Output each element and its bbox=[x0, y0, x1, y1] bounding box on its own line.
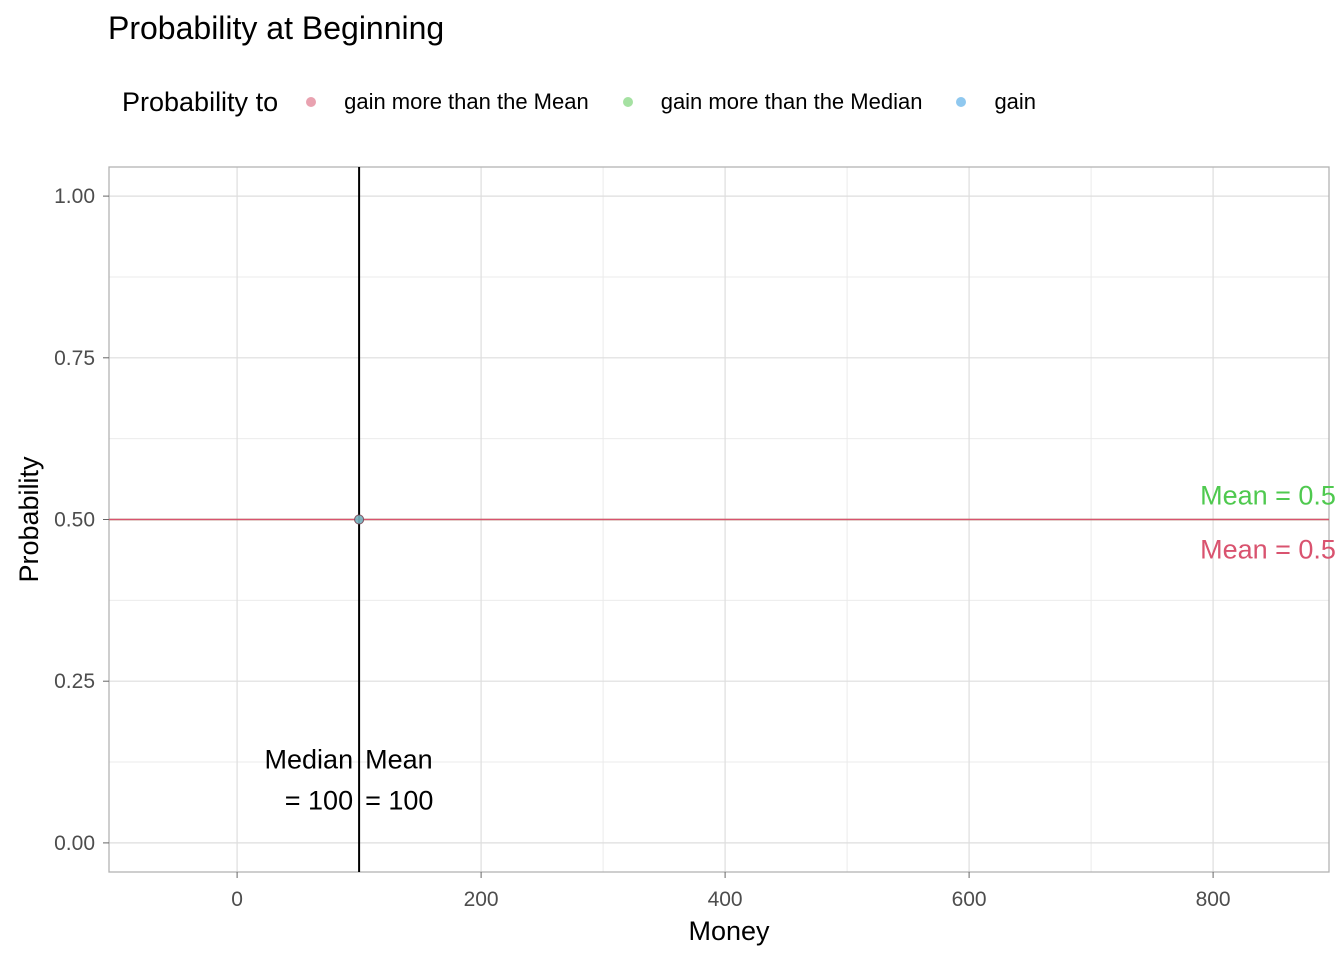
x-tick-label: 800 bbox=[1196, 888, 1231, 911]
legend-swatch-median bbox=[622, 97, 633, 107]
x-tick-label: 200 bbox=[464, 888, 499, 911]
data-point bbox=[354, 514, 365, 525]
legend-item-median: gain more than the Median bbox=[622, 89, 923, 115]
x-tick-label: 0 bbox=[231, 888, 243, 911]
legend-label-median: gain more than the Median bbox=[660, 89, 923, 114]
legend-swatch-gain bbox=[956, 97, 967, 107]
legend-swatch-mean bbox=[306, 97, 317, 107]
annotation-label: = 100 bbox=[365, 786, 433, 816]
y-axis-title: Probability bbox=[14, 456, 44, 583]
legend-title: Probability to bbox=[122, 86, 279, 117]
annotation-label: Mean bbox=[365, 745, 433, 775]
legend-item-gain: gain bbox=[956, 89, 1036, 115]
legend-label-gain: gain bbox=[994, 89, 1037, 114]
x-tick-label: 600 bbox=[952, 888, 987, 911]
x-tick-label: 400 bbox=[708, 888, 743, 911]
y-tick-label: 1.00 bbox=[54, 185, 95, 208]
legend-label-mean: gain more than the Mean bbox=[344, 89, 589, 114]
annotation-label: = 100 bbox=[285, 786, 353, 816]
annotation-label: Mean = 0.5 bbox=[1200, 481, 1336, 511]
legend-item-mean: gain more than the Mean bbox=[306, 89, 589, 115]
x-axis-title: Money bbox=[688, 916, 770, 946]
y-tick-label: 0.50 bbox=[54, 509, 95, 532]
legend: Probability to gain more than the Mean g… bbox=[122, 84, 1070, 120]
y-tick-label: 0.00 bbox=[54, 832, 95, 855]
y-tick-label: 0.25 bbox=[54, 670, 95, 693]
annotation-label: Median bbox=[265, 745, 354, 775]
chart-title: Probability at Beginning bbox=[108, 10, 445, 46]
annotation-label: Mean = 0.5 bbox=[1200, 535, 1336, 565]
y-tick-label: 0.75 bbox=[54, 347, 95, 370]
